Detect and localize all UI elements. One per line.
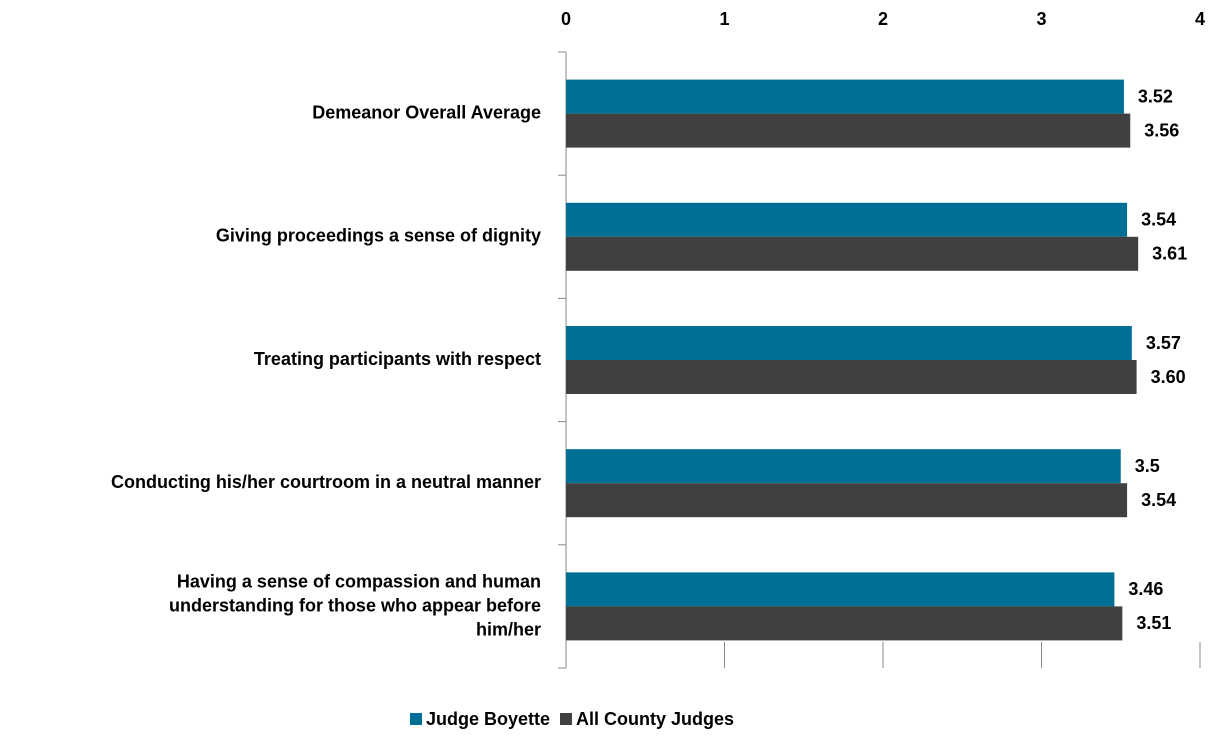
bar (566, 483, 1128, 518)
category-label: Demeanor Overall Average (312, 102, 541, 122)
bar (566, 202, 1128, 237)
category-label: Treating participants with respect (254, 349, 541, 369)
x-tick-label: 2 (878, 9, 888, 29)
legend-swatch (560, 713, 572, 725)
legend-label: Judge Boyette (426, 709, 550, 729)
x-tick-label: 3 (1036, 9, 1046, 29)
bar (566, 449, 1121, 484)
bar (566, 79, 1124, 114)
bar (566, 572, 1115, 607)
bar (566, 606, 1123, 641)
data-label: 3.61 (1152, 244, 1187, 264)
category-label: Conducting his/her courtroom in a neutra… (111, 472, 541, 492)
data-label: 3.56 (1144, 120, 1179, 140)
data-label: 3.60 (1151, 367, 1186, 387)
data-label: 3.54 (1141, 490, 1176, 510)
data-label: 3.51 (1136, 613, 1171, 633)
x-tick-label: 1 (719, 9, 729, 29)
legend-label: All County Judges (576, 709, 734, 729)
bar (566, 236, 1139, 271)
data-label: 3.57 (1146, 333, 1181, 353)
bar (566, 326, 1132, 360)
data-label: 3.54 (1141, 210, 1176, 230)
x-tick-label: 0 (561, 9, 571, 29)
bar (566, 360, 1137, 394)
bar (566, 113, 1131, 148)
x-tick-label: 4 (1195, 9, 1205, 29)
data-label: 3.46 (1128, 579, 1163, 599)
category-label: Giving proceedings a sense of dignity (216, 226, 541, 246)
category-label: Having a sense of compassion and human u… (164, 571, 541, 639)
data-label: 3.52 (1138, 86, 1173, 106)
legend-swatch (410, 713, 422, 725)
data-label: 3.5 (1135, 456, 1160, 476)
